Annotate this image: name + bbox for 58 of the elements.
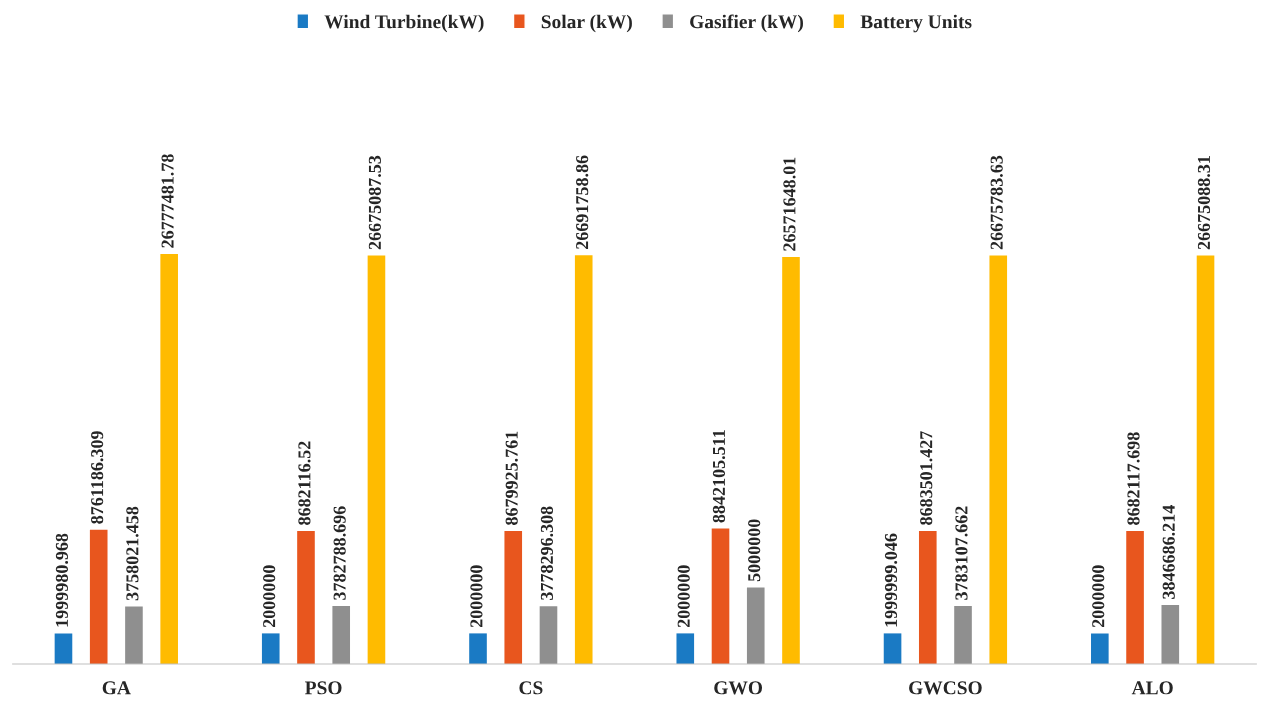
data-label: 2000000 bbox=[1092, 565, 1105, 628]
bar bbox=[504, 531, 523, 665]
bar bbox=[746, 587, 765, 665]
bar bbox=[125, 606, 143, 665]
data-label: 8761186.309 bbox=[91, 431, 104, 524]
data-label: 26675783.63 bbox=[990, 155, 1003, 250]
bar bbox=[332, 606, 351, 665]
data-label: 8683501.427 bbox=[920, 431, 933, 525]
data-label: 26571648.01 bbox=[783, 157, 796, 251]
data-label: 26675087.53 bbox=[368, 155, 382, 250]
bar bbox=[54, 633, 73, 665]
bar bbox=[160, 253, 178, 665]
bar bbox=[469, 633, 487, 665]
data-label: 26675088.31 bbox=[1197, 156, 1211, 250]
bar bbox=[676, 633, 695, 665]
x-tick-label: GWO bbox=[714, 681, 763, 695]
data-label: 26777481.78 bbox=[161, 154, 174, 248]
bar bbox=[539, 606, 558, 665]
bar bbox=[954, 606, 972, 665]
bar bbox=[782, 257, 800, 665]
x-tick-label: GWCSO bbox=[909, 681, 982, 695]
bar bbox=[711, 528, 730, 665]
legend-label: Battery Units bbox=[860, 14, 972, 33]
data-label: 1999999.046 bbox=[884, 533, 898, 627]
x-tick-label: PSO bbox=[305, 681, 342, 695]
data-label: 5000000 bbox=[748, 519, 761, 582]
data-label: 8682117.698 bbox=[1127, 432, 1140, 525]
data-label: 8679925.761 bbox=[505, 431, 518, 525]
bar bbox=[261, 633, 280, 665]
data-label: 3778296.308 bbox=[540, 506, 554, 600]
bar bbox=[883, 633, 902, 665]
legend-label: Gasifier (kW) bbox=[690, 14, 803, 33]
data-label: 2000000 bbox=[263, 565, 276, 628]
bar bbox=[989, 255, 1008, 665]
legend-label: Solar (kW) bbox=[541, 14, 632, 33]
bar bbox=[1126, 531, 1144, 665]
bar bbox=[297, 531, 315, 665]
x-tick-label: CS bbox=[519, 681, 543, 695]
bar bbox=[1196, 255, 1215, 665]
bar bbox=[1091, 633, 1109, 665]
data-label: 3846686.214 bbox=[1162, 505, 1175, 599]
data-label: 26691758.86 bbox=[576, 155, 589, 249]
data-label: 2000000 bbox=[470, 565, 483, 628]
bar bbox=[367, 255, 386, 665]
data-label: 3758021.458 bbox=[126, 506, 139, 601]
data-label: 8682116.52 bbox=[298, 441, 311, 525]
bar bbox=[574, 255, 593, 665]
x-tick-label: GA bbox=[102, 681, 131, 695]
bar bbox=[1161, 605, 1180, 665]
data-label: 1999980.968 bbox=[55, 533, 69, 627]
data-label: 2000000 bbox=[677, 565, 690, 628]
data-label: 8842105.511 bbox=[712, 430, 726, 523]
x-tick-label: ALO bbox=[1131, 681, 1173, 695]
bar bbox=[918, 531, 937, 665]
legend-label: Wind Turbine(kW) bbox=[324, 14, 484, 33]
bar bbox=[89, 529, 108, 665]
data-label: 3783107.662 bbox=[955, 506, 968, 600]
data-label: 3782788.696 bbox=[333, 506, 346, 600]
